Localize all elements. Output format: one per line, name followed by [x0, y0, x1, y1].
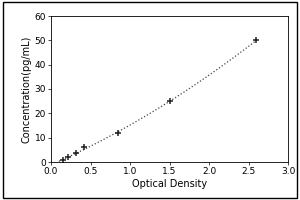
Y-axis label: Concentration(pg/mL): Concentration(pg/mL) [22, 35, 32, 143]
X-axis label: Optical Density: Optical Density [132, 179, 207, 189]
